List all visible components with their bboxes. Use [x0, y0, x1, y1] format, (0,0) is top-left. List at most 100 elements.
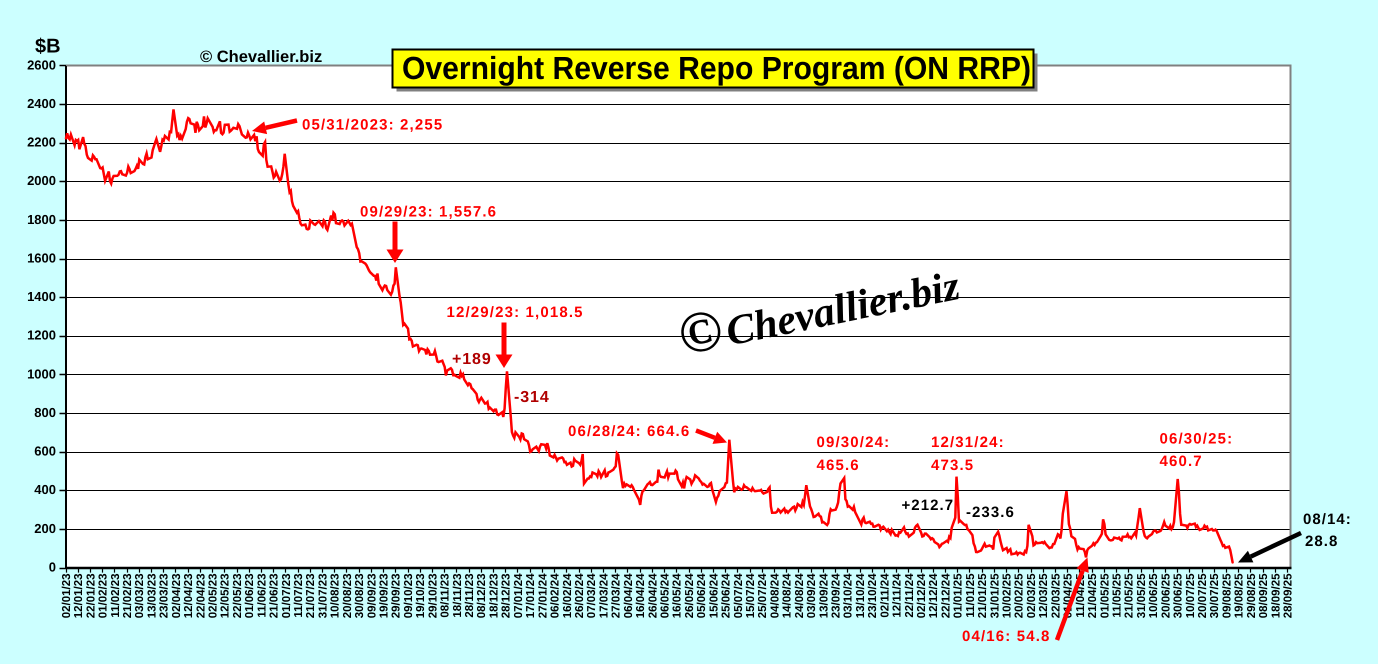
svg-text:06/04/24: 06/04/24: [623, 573, 635, 618]
svg-text:13/09/24: 13/09/24: [818, 573, 830, 618]
svg-text:26/05/24: 26/05/24: [684, 573, 696, 618]
svg-text:10/07/25: 10/07/25: [1185, 573, 1197, 618]
svg-text:12/01/23: 12/01/23: [73, 574, 85, 619]
svg-text:04/08/24: 04/08/24: [769, 573, 781, 618]
svg-text:21/01/25: 21/01/25: [977, 573, 989, 618]
svg-text:06/02/24: 06/02/24: [550, 573, 562, 618]
svg-text:-233.6: -233.6: [966, 504, 1015, 521]
svg-text:19/10/23: 19/10/23: [415, 574, 427, 619]
svg-text:465.6: 465.6: [817, 457, 860, 474]
svg-text:01/01/25: 01/01/25: [953, 573, 965, 618]
svg-text:02/03/25: 02/03/25: [1026, 573, 1038, 618]
svg-text:08/11/23: 08/11/23: [440, 574, 452, 618]
svg-text:08/09/25: 08/09/25: [1258, 573, 1270, 618]
svg-text:11/02/23: 11/02/23: [110, 574, 122, 618]
svg-text:21/07/23: 21/07/23: [305, 574, 317, 619]
svg-text:29/10/23: 29/10/23: [427, 574, 439, 619]
svg-text:28/11/23: 28/11/23: [464, 574, 476, 618]
svg-text:+189: +189: [452, 351, 492, 368]
svg-text:21/05/25: 21/05/25: [1124, 573, 1136, 618]
svg-text:21/04/25: 21/04/25: [1087, 573, 1099, 618]
svg-text:08/14:: 08/14:: [1303, 511, 1352, 528]
svg-text:28/12/23: 28/12/23: [501, 574, 513, 619]
svg-text:28.8: 28.8: [1305, 533, 1338, 550]
svg-text:01/02/23: 01/02/23: [98, 574, 110, 619]
svg-text:04/16: 54.8: 04/16: 54.8: [962, 628, 1051, 645]
svg-text:20/02/25: 20/02/25: [1014, 573, 1026, 618]
svg-text:12/04/23: 12/04/23: [183, 574, 195, 619]
svg-text:30/08/23: 30/08/23: [354, 574, 366, 619]
svg-text:01/05/25: 01/05/25: [1099, 573, 1111, 618]
svg-text:15/07/24: 15/07/24: [745, 573, 757, 618]
svg-text:22/01/23: 22/01/23: [85, 574, 97, 619]
svg-text:05/31/2023: 2,255: 05/31/2023: 2,255: [302, 117, 443, 134]
svg-text:05/06/24: 05/06/24: [696, 573, 708, 618]
svg-text:© Chevallier.biz: © Chevallier.biz: [200, 48, 322, 66]
svg-text:15/06/24: 15/06/24: [708, 573, 720, 618]
svg-text:02/04/23: 02/04/23: [171, 574, 183, 619]
svg-text:09/10/23: 09/10/23: [403, 574, 415, 619]
svg-text:22/05/23: 22/05/23: [232, 574, 244, 619]
svg-text:$B: $B: [35, 36, 61, 58]
svg-text:10/08/23: 10/08/23: [330, 574, 342, 619]
svg-text:22/12/24: 22/12/24: [941, 573, 953, 618]
svg-text:12/31/24:: 12/31/24:: [931, 434, 1005, 451]
svg-text:12/11/24: 12/11/24: [892, 573, 904, 618]
svg-text:10/06/25: 10/06/25: [1148, 573, 1160, 618]
svg-text:10/02/25: 10/02/25: [1002, 573, 1014, 618]
svg-text:+212.7: +212.7: [902, 497, 955, 514]
svg-text:06/05/24: 06/05/24: [660, 573, 672, 618]
svg-text:-314: -314: [514, 389, 550, 406]
svg-text:460.7: 460.7: [1160, 453, 1203, 470]
svg-text:800: 800: [34, 405, 56, 420]
svg-text:16/02/24: 16/02/24: [562, 573, 574, 618]
svg-text:19/09/23: 19/09/23: [379, 574, 391, 619]
svg-text:31/01/25: 31/01/25: [989, 573, 1001, 618]
svg-text:2400: 2400: [27, 96, 56, 111]
svg-text:31/05/25: 31/05/25: [1136, 573, 1148, 618]
svg-text:29/08/25: 29/08/25: [1246, 573, 1258, 618]
svg-text:20/07/25: 20/07/25: [1197, 573, 1209, 618]
svg-text:12/03/25: 12/03/25: [1038, 573, 1050, 618]
svg-text:22/11/24: 22/11/24: [904, 573, 916, 618]
svg-text:12/12/24: 12/12/24: [928, 573, 940, 618]
svg-text:0: 0: [49, 559, 56, 574]
svg-text:07/01/24: 07/01/24: [513, 573, 525, 618]
svg-text:2600: 2600: [27, 57, 56, 72]
svg-text:400: 400: [34, 482, 56, 497]
svg-text:24/08/24: 24/08/24: [794, 573, 806, 618]
svg-text:21/06/23: 21/06/23: [269, 574, 281, 619]
svg-text:23/03/23: 23/03/23: [159, 574, 171, 619]
svg-text:11/07/23: 11/07/23: [293, 574, 305, 618]
svg-text:01/06/23: 01/06/23: [244, 574, 256, 619]
svg-text:02/05/23: 02/05/23: [208, 574, 220, 619]
svg-text:23/09/24: 23/09/24: [831, 573, 843, 618]
svg-text:09/08/25: 09/08/25: [1221, 573, 1233, 618]
svg-text:02/11/24: 02/11/24: [879, 573, 891, 618]
svg-text:03/10/24: 03/10/24: [843, 573, 855, 618]
svg-text:09/30/24:: 09/30/24:: [817, 434, 891, 451]
svg-text:16/04/24: 16/04/24: [635, 573, 647, 618]
svg-text:25/06/24: 25/06/24: [721, 573, 733, 618]
svg-text:05/07/24: 05/07/24: [733, 573, 745, 618]
svg-text:14/08/24: 14/08/24: [782, 573, 794, 618]
svg-text:17/03/24: 17/03/24: [598, 573, 610, 618]
svg-text:1000: 1000: [27, 366, 56, 381]
svg-text:29/09/23: 29/09/23: [391, 574, 403, 619]
svg-text:11/01/25: 11/01/25: [965, 573, 977, 618]
svg-text:1600: 1600: [27, 251, 56, 266]
svg-text:1800: 1800: [27, 212, 56, 227]
svg-text:08/12/23: 08/12/23: [476, 574, 488, 619]
svg-text:23/10/24: 23/10/24: [867, 573, 879, 618]
svg-text:Overnight Reverse Repo Program: Overnight Reverse Repo Program (ON RRP): [402, 50, 1031, 86]
svg-text:21/02/23: 21/02/23: [122, 574, 134, 619]
svg-text:18/09/25: 18/09/25: [1270, 573, 1282, 618]
svg-text:18/12/23: 18/12/23: [489, 574, 501, 619]
svg-text:11/05/25: 11/05/25: [1112, 573, 1124, 618]
svg-text:200: 200: [34, 521, 56, 536]
svg-text:03/09/24: 03/09/24: [806, 573, 818, 618]
svg-text:13/03/23: 13/03/23: [146, 574, 158, 619]
svg-text:06/28/24: 664.6: 06/28/24: 664.6: [568, 423, 690, 440]
svg-text:30/06/25: 30/06/25: [1173, 573, 1185, 618]
svg-text:12/29/23: 1,018.5: 12/29/23: 1,018.5: [447, 304, 584, 321]
